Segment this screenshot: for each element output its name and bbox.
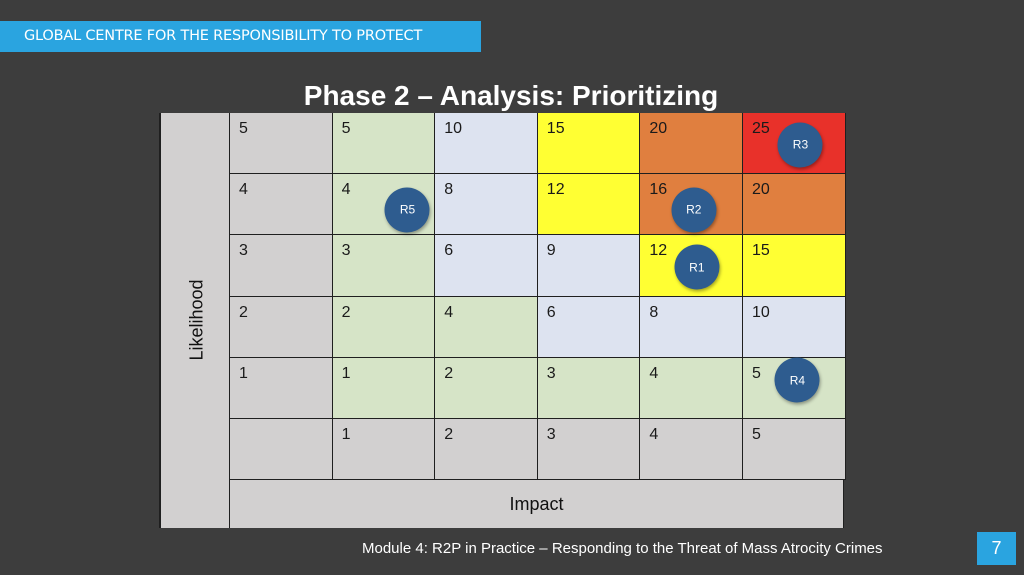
likelihood-label-cell: 3 <box>230 235 333 297</box>
risk-score-cell: 15 <box>537 113 641 175</box>
likelihood-label-cell-value: 2 <box>239 303 248 321</box>
risk-score-cell-value: 15 <box>546 120 565 137</box>
likelihood-axis-cell: Likelihood <box>159 113 230 528</box>
risk-score-cell-value: 3 <box>546 364 556 382</box>
impact-axis-cell: Impact <box>230 480 844 528</box>
risk-marker-r1: R1 <box>674 244 720 290</box>
risk-score-cell: 6 <box>537 296 641 358</box>
risk-score-cell: 3 <box>537 357 641 419</box>
risk-score-cell: 10 <box>435 113 538 175</box>
likelihood-label-cell: 2 <box>230 296 333 358</box>
risk-score-cell-value: 16 <box>649 181 668 199</box>
impact-label-cell-value: 1 <box>341 426 351 443</box>
risk-score-cell-value: 4 <box>341 181 351 199</box>
likelihood-label-cell-value: 4 <box>239 181 248 199</box>
risk-score-cell-value: 10 <box>444 120 462 137</box>
risk-score-cell-value: 5 <box>752 364 761 382</box>
organization-name: GLOBAL CENTRE FOR THE RESPONSIBILITY TO … <box>24 28 423 44</box>
likelihood-label-cell-value: 3 <box>239 242 248 260</box>
risk-score-cell-value: 4 <box>444 303 454 321</box>
slide-title: Phase 2 – Analysis: Prioritizing <box>0 80 1024 112</box>
risk-score-cell: 5 <box>332 113 436 175</box>
risk-score-cell-value: 6 <box>546 303 556 321</box>
risk-marker-r4: R4 <box>774 357 820 403</box>
risk-score-cell-value: 12 <box>649 242 668 260</box>
risk-score-cell: 9 <box>537 235 641 297</box>
risk-score-cell-value: 5 <box>341 120 351 137</box>
risk-score-cell-value: 20 <box>752 181 770 199</box>
corner-cell <box>230 419 333 481</box>
risk-marker-r2: R2 <box>671 187 717 233</box>
risk-score-cell: 15 <box>743 235 846 297</box>
risk-score-cell-value: 10 <box>752 303 770 321</box>
risk-score-cell: 20 <box>640 113 743 175</box>
risk-score-cell-value: 4 <box>649 364 659 382</box>
risk-score-cell: 10 <box>743 296 846 358</box>
risk-matrix: Likelihood Impact 5 5 10 15 20 25 4 4 8 12 16 20 3 3 6… <box>159 113 846 528</box>
impact-label-cell: 1 <box>332 419 436 481</box>
likelihood-label-cell: 5 <box>230 113 333 175</box>
risk-score-cell-value: 3 <box>341 242 351 260</box>
impact-label-cell: 3 <box>537 419 641 481</box>
impact-label-cell-value: 3 <box>546 426 556 443</box>
page-number: 7 <box>977 532 1016 565</box>
likelihood-axis-label: Likelihood <box>186 279 207 361</box>
risk-score-cell-value: 2 <box>444 364 454 382</box>
likelihood-label-cell: 1 <box>230 357 333 419</box>
likelihood-label-cell-value: 1 <box>239 364 248 382</box>
risk-score-cell: 2 <box>435 357 538 419</box>
risk-score-cell-value: 8 <box>444 181 454 199</box>
risk-score-cell: 4 <box>435 296 538 358</box>
impact-label-cell: 2 <box>435 419 538 481</box>
risk-marker-r3: R3 <box>777 122 823 168</box>
risk-score-cell-value: 20 <box>649 120 668 137</box>
risk-score-cell-value: 8 <box>649 303 659 321</box>
organization-banner: GLOBAL CENTRE FOR THE RESPONSIBILITY TO … <box>0 21 481 52</box>
impact-label-cell-value: 2 <box>444 426 454 443</box>
risk-score-cell-value: 2 <box>341 303 351 321</box>
impact-label-cell-value: 5 <box>752 426 761 443</box>
risk-score-cell: 8 <box>435 174 538 236</box>
risk-score-cell: 8 <box>640 296 743 358</box>
risk-score-cell-value: 9 <box>546 242 556 260</box>
likelihood-label-cell-value: 5 <box>239 120 248 137</box>
slide-title-text: Phase 2 – Analysis: Prioritizing <box>303 80 719 111</box>
risk-score-cell-value: 6 <box>444 242 454 260</box>
impact-label-cell: 5 <box>743 419 846 481</box>
risk-score-cell: 20 <box>743 174 846 236</box>
risk-score-cell-value: 1 <box>341 364 351 382</box>
risk-score-cell: 12 <box>537 174 641 236</box>
risk-score-cell: 4 <box>640 357 743 419</box>
risk-score-cell: 3 <box>332 235 436 297</box>
likelihood-label-cell: 4 <box>230 174 333 236</box>
risk-score-cell-value: 25 <box>752 120 770 137</box>
impact-label-cell-value: 4 <box>649 426 659 443</box>
risk-score-cell: 2 <box>332 296 436 358</box>
risk-marker-r5: R5 <box>384 187 430 233</box>
module-footer: Module 4: R2P in Practice – Responding t… <box>362 540 883 557</box>
risk-score-cell: 6 <box>435 235 538 297</box>
risk-score-cell: 1 <box>332 357 436 419</box>
impact-axis-label: Impact <box>509 494 564 514</box>
impact-label-cell: 4 <box>640 419 743 481</box>
risk-score-cell-value: 12 <box>546 181 565 199</box>
risk-score-cell-value: 15 <box>752 242 770 260</box>
